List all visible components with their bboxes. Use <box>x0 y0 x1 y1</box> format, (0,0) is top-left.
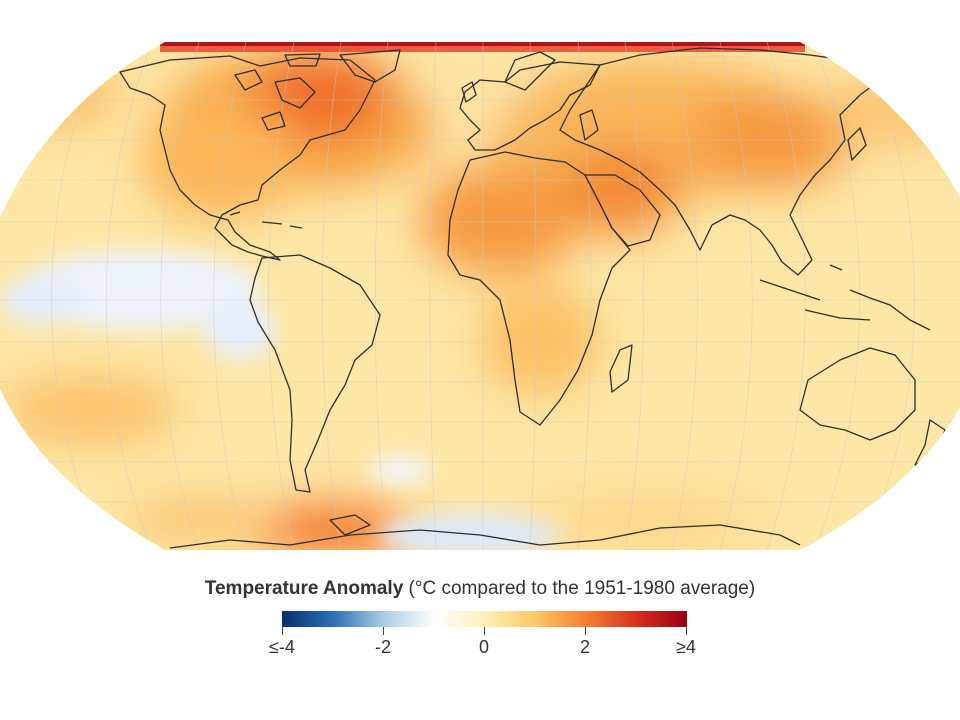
world-temperature-map <box>0 42 960 550</box>
legend-title: Temperature Anomaly (°C compared to the … <box>0 578 960 600</box>
legend-label-min: ≤-4 <box>269 637 295 657</box>
cool-field <box>0 250 560 550</box>
globe <box>0 42 960 550</box>
legend-label-max: ≥4 <box>676 637 696 657</box>
legend-tick <box>383 627 384 635</box>
greenland <box>339 49 401 83</box>
graticule-meridians <box>51 42 915 550</box>
antarctic-peninsula <box>329 514 371 536</box>
arabian-peninsula <box>584 174 661 247</box>
legend-color-bar <box>282 611 687 627</box>
legend-tick <box>686 627 687 635</box>
legend-label-neg2: -2 <box>374 637 391 657</box>
antarctica <box>169 524 801 549</box>
coastlines <box>119 47 946 549</box>
legend-tick <box>585 627 586 635</box>
arctic-strip <box>160 42 805 46</box>
graticule-parallels <box>0 99 960 503</box>
legend-title-rest: (°C compared to the 1951-1980 average) <box>403 578 756 599</box>
australia <box>799 347 916 441</box>
heat-field <box>0 42 960 550</box>
legend-label-pos2: 2 <box>579 637 590 657</box>
caribbean <box>229 211 303 229</box>
north-america <box>119 55 376 261</box>
legend-title-bold: Temperature Anomaly <box>204 578 404 599</box>
europe <box>459 61 601 151</box>
british-isles <box>461 81 477 103</box>
southeast-asia-islands <box>759 264 931 331</box>
south-america <box>249 254 381 493</box>
japan <box>847 127 867 161</box>
legend-tick <box>484 627 485 635</box>
hudson-bay <box>274 77 316 109</box>
scandinavia <box>504 51 556 91</box>
legend: Temperature Anomaly (°C compared to the … <box>0 578 960 678</box>
madagascar <box>609 344 633 393</box>
legend-tick <box>282 627 283 635</box>
arctic-islands <box>234 53 321 131</box>
caspian-sea <box>579 109 599 141</box>
legend-label-zero: 0 <box>478 637 489 657</box>
africa <box>447 151 631 426</box>
